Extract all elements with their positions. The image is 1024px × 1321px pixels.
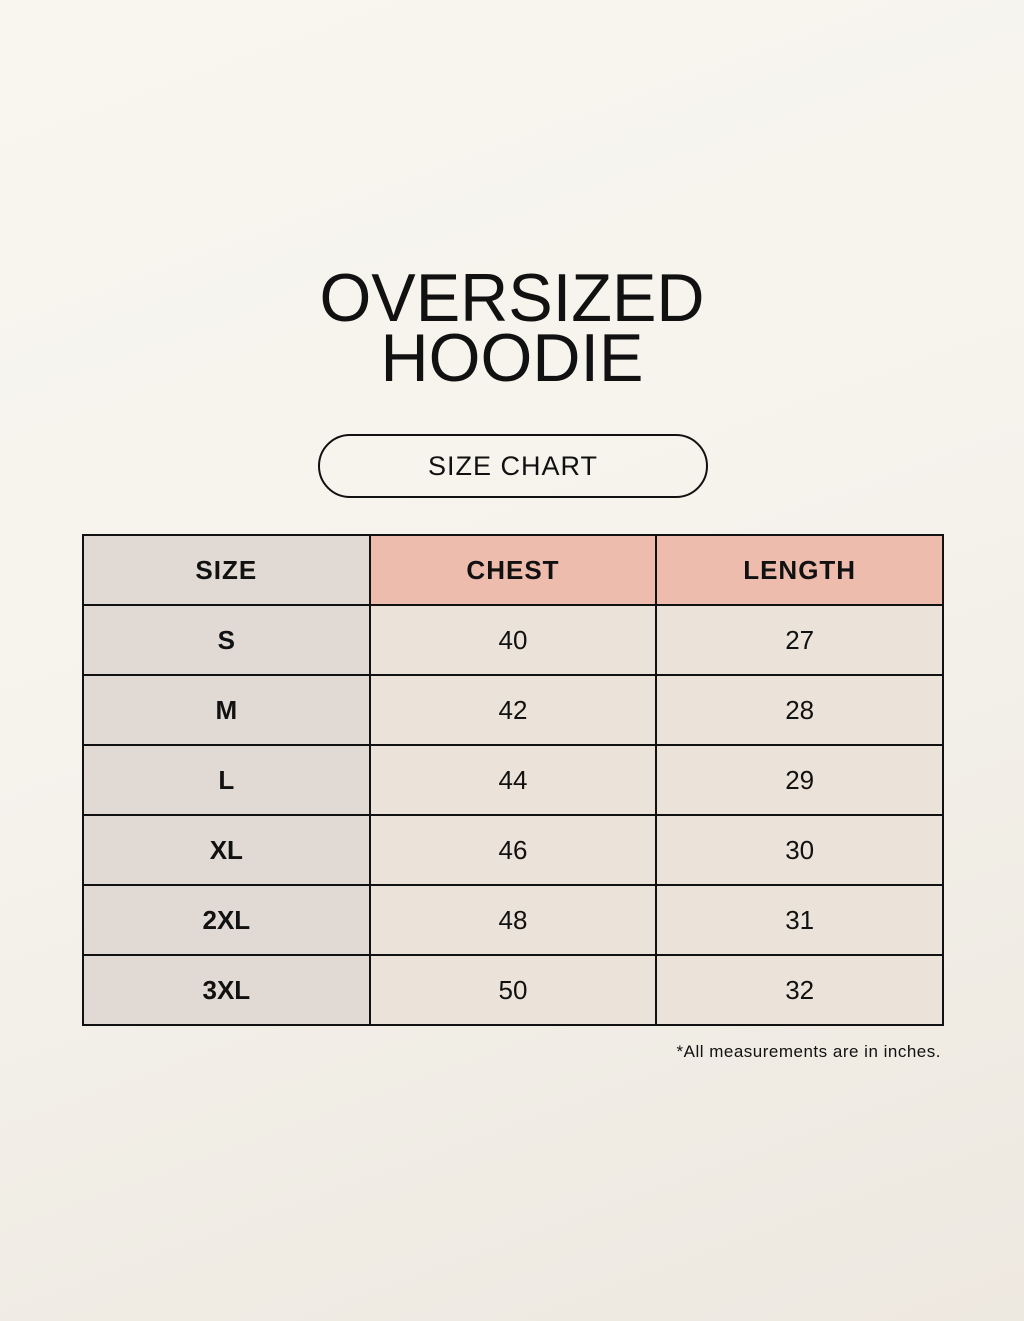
length-cell: 27 <box>655 604 944 676</box>
size-cell: XL <box>82 814 371 886</box>
table-row: 3XL 50 32 <box>82 954 944 1026</box>
size-cell: L <box>82 744 371 816</box>
length-cell: 28 <box>655 674 944 746</box>
size-table: SIZE CHEST LENGTH S 40 27 M 42 28 L 44 29 XL 46 30 2… <box>82 534 944 1026</box>
measurement-note: *All measurements are in inches. <box>676 1042 941 1061</box>
chest-cell: 40 <box>368 604 658 676</box>
size-cell: 2XL <box>82 884 371 956</box>
chest-cell: 48 <box>368 884 658 956</box>
length-cell: 30 <box>655 814 944 886</box>
chest-cell: 46 <box>368 814 658 886</box>
title-line-1: OVERSIZED <box>319 260 705 336</box>
table-row: 2XL 48 31 <box>82 884 944 956</box>
size-cell: M <box>82 674 371 746</box>
chest-cell: 42 <box>368 674 658 746</box>
table-row: XL 46 30 <box>82 814 944 886</box>
size-chart-badge: SIZE CHART <box>318 434 708 498</box>
header-row: SIZE CHEST LENGTH <box>82 534 944 606</box>
chest-cell: 50 <box>368 954 658 1026</box>
table-row: S 40 27 <box>82 604 944 676</box>
page-title: OVERSIZED HOODIE <box>0 260 1024 396</box>
header-chest: CHEST <box>368 534 658 606</box>
table-row: L 44 29 <box>82 744 944 816</box>
header-size: SIZE <box>82 534 371 606</box>
length-cell: 32 <box>655 954 944 1026</box>
title-line-2: HOODIE <box>380 320 644 396</box>
table-row: M 42 28 <box>82 674 944 746</box>
header-length: LENGTH <box>655 534 944 606</box>
size-cell: S <box>82 604 371 676</box>
chest-cell: 44 <box>368 744 658 816</box>
length-cell: 31 <box>655 884 944 956</box>
length-cell: 29 <box>655 744 944 816</box>
size-cell: 3XL <box>82 954 371 1026</box>
